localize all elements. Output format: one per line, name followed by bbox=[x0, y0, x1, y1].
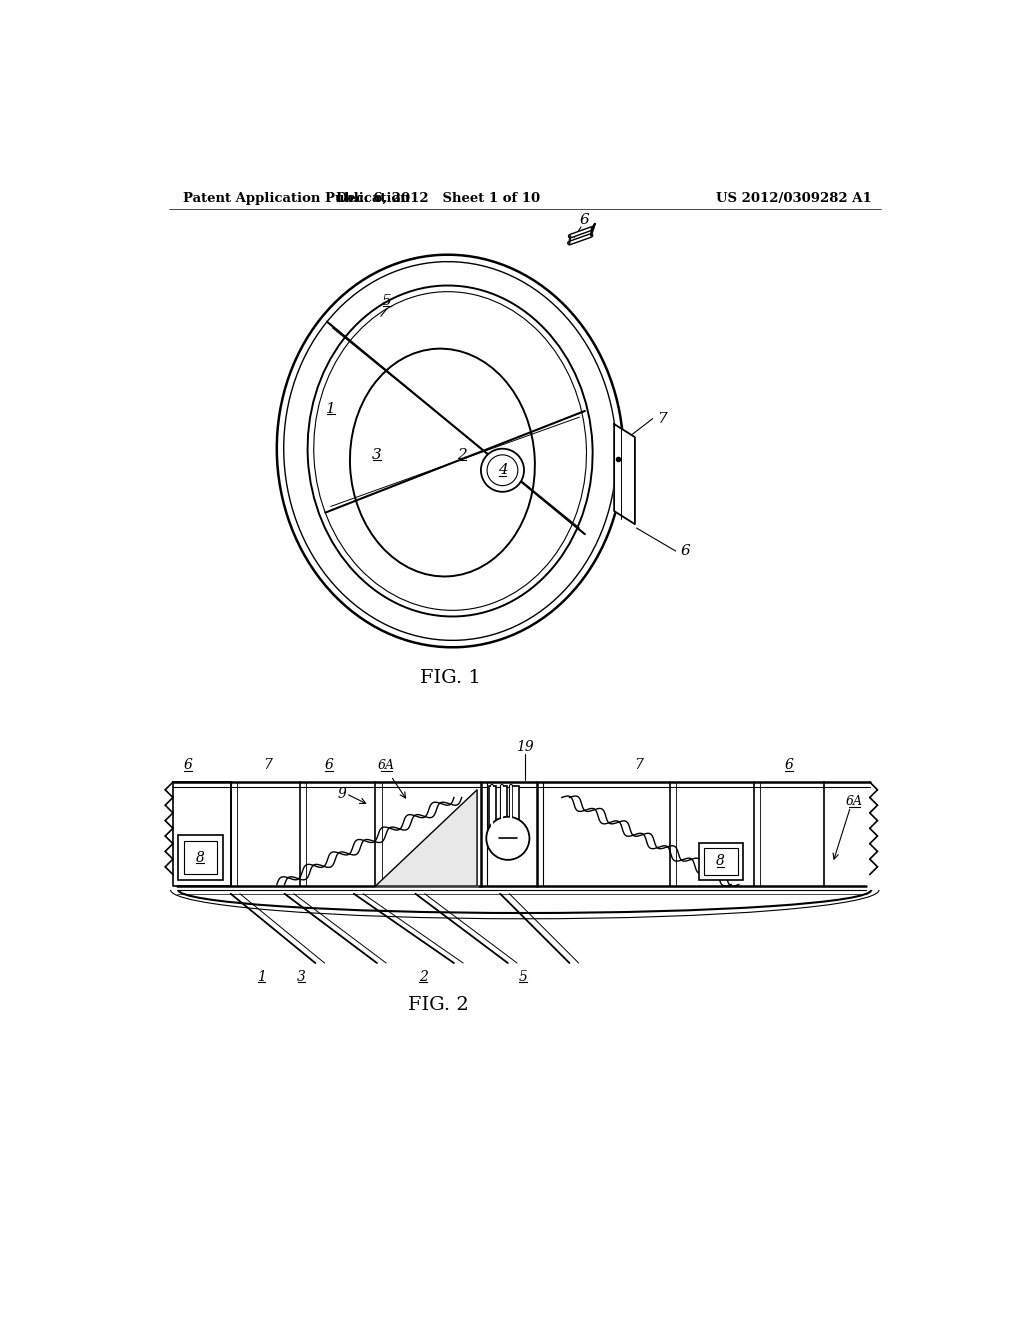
Bar bbox=[489, 785, 496, 832]
Bar bbox=[501, 785, 507, 832]
Bar bbox=[705, 849, 738, 875]
Text: 2: 2 bbox=[419, 970, 428, 983]
Text: 7: 7 bbox=[657, 412, 667, 425]
Bar bbox=[178, 836, 223, 880]
Text: 1: 1 bbox=[257, 970, 266, 983]
Polygon shape bbox=[614, 424, 635, 524]
Text: 3: 3 bbox=[297, 970, 306, 983]
Ellipse shape bbox=[481, 449, 524, 492]
Bar bbox=[698, 843, 743, 880]
Text: 6A: 6A bbox=[846, 795, 863, 808]
Text: 4: 4 bbox=[498, 463, 507, 478]
Text: 6: 6 bbox=[184, 758, 193, 772]
Text: Dec. 6, 2012   Sheet 1 of 10: Dec. 6, 2012 Sheet 1 of 10 bbox=[337, 191, 541, 205]
Text: 7: 7 bbox=[634, 758, 643, 772]
Bar bbox=[512, 785, 518, 832]
Text: 5: 5 bbox=[382, 294, 392, 308]
Text: 6: 6 bbox=[784, 758, 794, 772]
Text: FIG. 1: FIG. 1 bbox=[420, 669, 480, 688]
Text: 5: 5 bbox=[519, 970, 527, 983]
Text: 6: 6 bbox=[680, 544, 690, 558]
Polygon shape bbox=[376, 789, 477, 886]
Ellipse shape bbox=[486, 817, 529, 859]
Text: Patent Application Publication: Patent Application Publication bbox=[183, 191, 410, 205]
Text: FIG. 2: FIG. 2 bbox=[409, 997, 469, 1014]
Text: 9: 9 bbox=[338, 787, 347, 801]
Text: US 2012/0309282 A1: US 2012/0309282 A1 bbox=[716, 191, 871, 205]
Text: 7: 7 bbox=[263, 758, 272, 772]
Text: 19: 19 bbox=[516, 741, 534, 755]
Text: 8: 8 bbox=[716, 854, 725, 869]
Text: 6: 6 bbox=[580, 213, 590, 227]
Text: 3: 3 bbox=[372, 447, 382, 462]
Text: 2: 2 bbox=[457, 447, 467, 462]
Bar bbox=[184, 841, 217, 874]
Text: 6A: 6A bbox=[378, 759, 394, 772]
Text: 1: 1 bbox=[326, 401, 336, 416]
Text: 6: 6 bbox=[325, 758, 334, 772]
Text: 8: 8 bbox=[196, 850, 205, 865]
